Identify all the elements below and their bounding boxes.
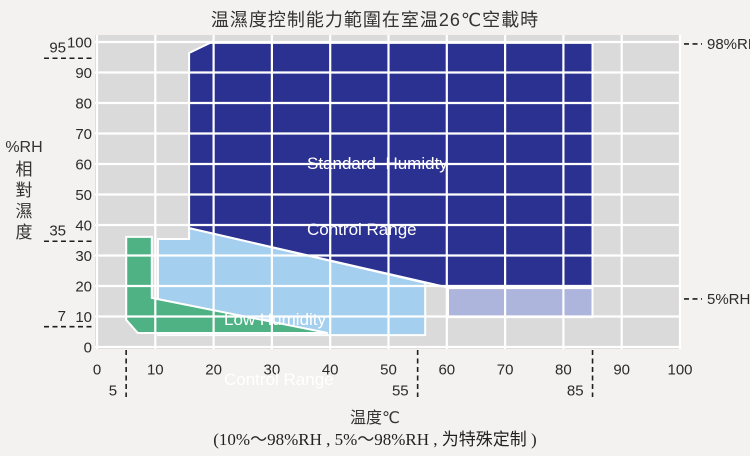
x-tick-label: 80	[555, 361, 572, 378]
y-tick-label: 60	[75, 156, 92, 173]
y-tick-label: 70	[75, 126, 92, 143]
x-tick-label: 100	[667, 361, 692, 378]
right-annotation-label: 98%RH	[707, 36, 750, 53]
y-tick-label: 80	[75, 95, 92, 112]
y-tick-label: 100	[67, 34, 92, 51]
y-tick-label: 10	[75, 309, 92, 326]
x-tick-label: 70	[497, 361, 514, 378]
y-tick-label: 50	[75, 187, 92, 204]
low-range-label-line2: Control Range	[224, 370, 334, 389]
x-axis-title: 温度℃	[350, 410, 400, 427]
x-tick-label: 60	[438, 361, 455, 378]
y-tick-label: 20	[75, 278, 92, 295]
x-tick-label: 90	[613, 361, 630, 378]
x-tick-label: 30	[264, 361, 281, 378]
low-range-label: Low Humidity Control Range	[224, 270, 334, 430]
x-tick-label: 20	[205, 361, 222, 378]
x-dashed-label-85: 85	[567, 382, 584, 399]
y-tick-label: 0	[84, 339, 92, 356]
standard-range-label-line2: Control Range	[307, 220, 417, 239]
chart-title: 温濕度控制能力範圍在室温26℃空載時	[210, 10, 540, 30]
x-tick-label: 10	[147, 361, 164, 378]
low-range-label-line1: Low Humidity	[224, 310, 327, 329]
y-dashed-label-95: 95	[49, 40, 66, 57]
y-tick-label: 40	[75, 217, 92, 234]
x-tick-label: 50	[380, 361, 397, 378]
x-tick-label: 40	[322, 361, 339, 378]
x-dashed-label-55: 55	[392, 382, 409, 399]
standard-range-label-line1: Standard Humidty	[307, 154, 448, 173]
y-tick-label: 30	[75, 248, 92, 265]
x-tick-label: 0	[93, 361, 101, 378]
standard-range-label: Standard Humidty Control Range	[307, 109, 448, 285]
x-dashed-label-5: 5	[109, 382, 117, 399]
y-dashed-label-35: 35	[49, 223, 66, 240]
y-axis-title-vertical: 相 對 濕 度	[15, 160, 33, 242]
y-dashed-label-7: 7	[58, 308, 66, 325]
y-tick-label: 90	[75, 65, 92, 82]
chart-note: (10%～98%RH , 5%～98%RH , 为特殊定制 )	[213, 430, 537, 449]
region-low-humidity-special	[125, 235, 329, 334]
y-axis-unit-label: %RH	[5, 139, 43, 156]
right-annotation-label: 5%RH	[707, 291, 750, 308]
region-standard-5rh-extension	[447, 287, 594, 319]
